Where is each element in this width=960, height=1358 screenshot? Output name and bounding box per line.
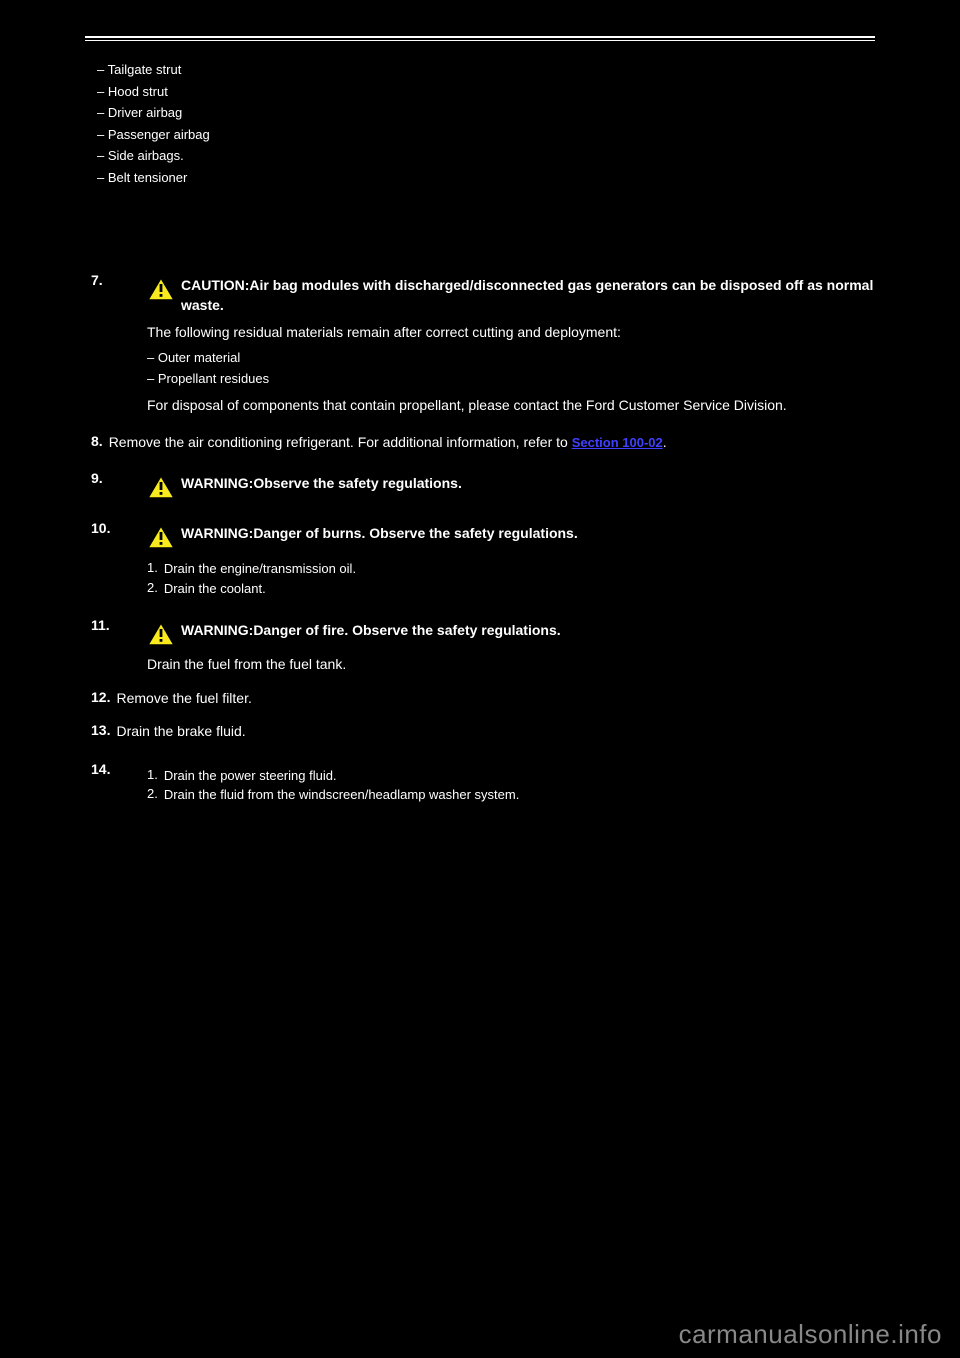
header-rule-1 xyxy=(85,36,875,38)
warning-text: WARNING:Danger of fire. Observe the safe… xyxy=(181,621,561,640)
watermark: carmanualsonline.info xyxy=(679,1319,942,1350)
step-number: 13. xyxy=(91,722,110,738)
step-7-sublist: – Outer material – Propellant residues xyxy=(147,349,875,388)
bullet-item: – Propellant residues xyxy=(147,370,875,388)
step-10: 10. WARNING:Danger of burns. Observe the… xyxy=(85,520,875,597)
step-row: 13. Drain the brake fluid. xyxy=(91,722,875,741)
step-8: 8. Remove the air conditioning refrigera… xyxy=(85,433,875,452)
bullet-text: – Hood strut xyxy=(97,83,168,101)
step-7: 7. CAUTION:Air bag modules with discharg… xyxy=(85,272,875,415)
step-text: Drain the brake fluid. xyxy=(116,722,245,741)
bullet-item: – Passenger airbag xyxy=(91,126,875,144)
warning-block: WARNING:Danger of burns. Observe the saf… xyxy=(147,524,875,554)
caution-icon xyxy=(147,277,175,306)
warning-icon xyxy=(147,475,175,504)
warning-block: WARNING:Observe the safety regulations. xyxy=(147,474,875,504)
step-row: 8. Remove the air conditioning refrigera… xyxy=(91,433,875,452)
bullet-item: – Hood strut xyxy=(91,83,875,101)
bullet-item: – Side airbags. xyxy=(91,147,875,165)
bullet-item: – Belt tensioner xyxy=(91,169,875,187)
warning-icon xyxy=(147,525,175,554)
step-row: 12. Remove the fuel filter. xyxy=(91,689,875,708)
step-8-period: . xyxy=(663,434,667,450)
substep-number: 2. xyxy=(147,786,158,801)
intro-bullet-list: – Tailgate strut – Hood strut – Driver a… xyxy=(85,61,875,186)
bullet-text: – Outer material xyxy=(147,349,240,367)
substep-text: Drain the power steering fluid. xyxy=(164,767,337,785)
step-number: 14. xyxy=(91,761,110,777)
substep-text: Drain the engine/transmission oil. xyxy=(164,560,356,578)
step-text: Remove the fuel filter. xyxy=(116,689,251,708)
substep-number: 2. xyxy=(147,580,158,595)
bullet-text: – Passenger airbag xyxy=(97,126,210,144)
substep-row: 2. Drain the fluid from the windscreen/h… xyxy=(147,786,875,804)
step-11: 11. WARNING:Danger of fire. Observe the … xyxy=(85,617,875,675)
bullet-text: – Side airbags. xyxy=(97,147,184,165)
step-10-substeps: 1. Drain the engine/transmission oil. 2.… xyxy=(147,560,875,597)
bullet-item: – Tailgate strut xyxy=(91,61,875,79)
substep-row: 2. Drain the coolant. xyxy=(147,580,875,598)
step-13: 13. Drain the brake fluid. xyxy=(85,722,875,741)
substep-row: 1. Drain the engine/transmission oil. xyxy=(147,560,875,578)
substep-text: Drain the coolant. xyxy=(164,580,266,598)
step-number: 12. xyxy=(91,689,110,705)
step-11-text: Drain the fuel from the fuel tank. xyxy=(147,655,875,675)
step-number: 11. xyxy=(91,617,110,633)
section-link[interactable]: Section 100-02 xyxy=(572,435,663,450)
bullet-item: – Outer material xyxy=(147,349,875,367)
bullet-text: – Driver airbag xyxy=(97,104,182,122)
step-text: Remove the air conditioning refrigerant.… xyxy=(109,433,667,452)
caution-text: CAUTION:Air bag modules with discharged/… xyxy=(181,276,875,315)
bullet-text: – Belt tensioner xyxy=(97,169,187,187)
warning-icon xyxy=(147,622,175,651)
substep-row: 1. Drain the power steering fluid. xyxy=(147,767,875,785)
bullet-text: – Propellant residues xyxy=(147,370,269,388)
step-9: 9. WARNING:Observe the safety regulation… xyxy=(85,470,875,504)
page-content: – Tailgate strut – Hood strut – Driver a… xyxy=(0,0,960,804)
substep-number: 1. xyxy=(147,560,158,575)
bullet-item: – Driver airbag xyxy=(91,104,875,122)
caution-block: CAUTION:Air bag modules with discharged/… xyxy=(147,276,875,315)
substep-number: 1. xyxy=(147,767,158,782)
step-number: 10. xyxy=(91,520,110,536)
step-7-text-2: For disposal of components that contain … xyxy=(147,396,875,416)
step-7-text-1: The following residual materials remain … xyxy=(147,323,875,343)
header-rule-2 xyxy=(85,40,875,41)
step-8-text: Remove the air conditioning refrigerant.… xyxy=(109,434,568,450)
step-number: 9. xyxy=(91,470,103,486)
warning-block: WARNING:Danger of fire. Observe the safe… xyxy=(147,621,875,651)
step-number: 8. xyxy=(91,433,103,449)
bullet-text: – Tailgate strut xyxy=(97,61,181,79)
warning-text: WARNING:Danger of burns. Observe the saf… xyxy=(181,524,578,543)
step-number: 7. xyxy=(91,272,103,288)
step-14: 14. 1. Drain the power steering fluid. 2… xyxy=(85,761,875,804)
step-14-substeps: 1. Drain the power steering fluid. 2. Dr… xyxy=(147,767,875,804)
warning-text: WARNING:Observe the safety regulations. xyxy=(181,474,462,493)
substep-text: Drain the fluid from the windscreen/head… xyxy=(164,786,520,804)
step-12: 12. Remove the fuel filter. xyxy=(85,689,875,708)
